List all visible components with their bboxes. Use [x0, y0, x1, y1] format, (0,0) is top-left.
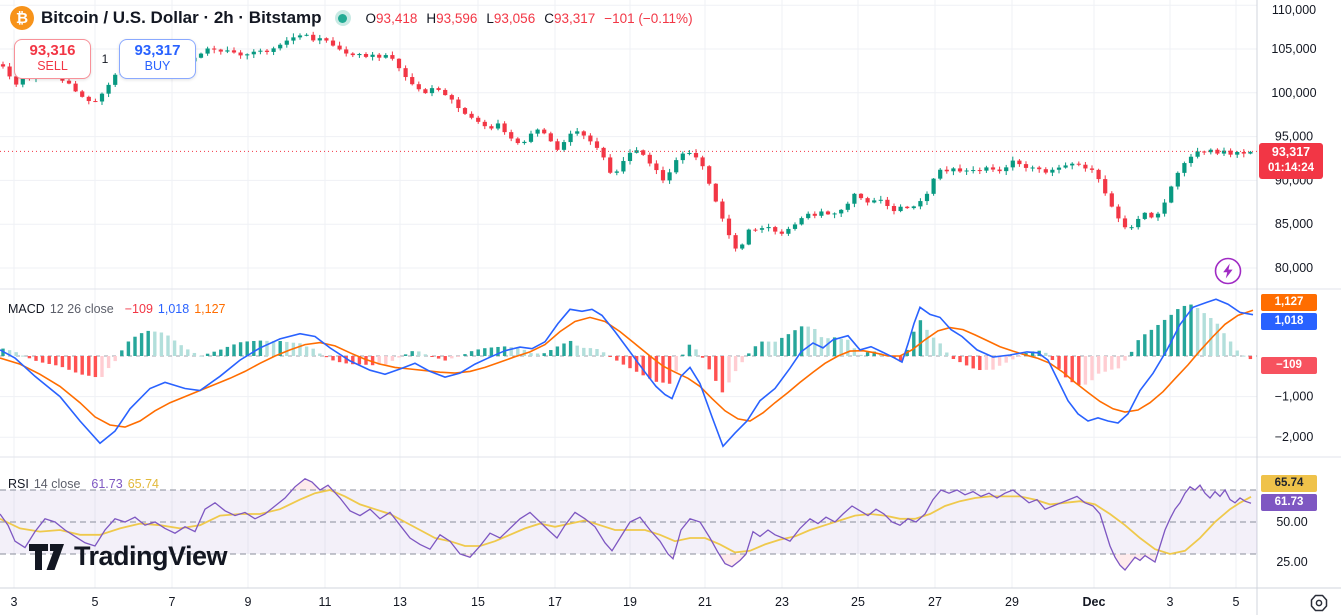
rsi-ma-badge: 65.74: [1261, 475, 1317, 492]
time-tick-label: 7: [169, 595, 176, 609]
trade-panel: 93,316 SELL 1 93,317 BUY: [14, 39, 196, 79]
time-tick-label: 27: [928, 595, 942, 609]
rsi-tick-label: 25.00: [1276, 555, 1307, 569]
macd-params: 12 26 close: [49, 302, 114, 316]
rsi-value: 61.73: [91, 477, 123, 491]
rsi-value-badge: 61.73: [1261, 494, 1317, 511]
change-value: −101 (−0.11%): [604, 10, 693, 26]
price-tick-label: 95,000: [1275, 130, 1313, 144]
time-tick-label: 17: [548, 595, 562, 609]
time-tick-label: 9: [245, 595, 252, 609]
macd-line: [0, 298, 1254, 448]
sell-button[interactable]: 93,316 SELL: [14, 39, 91, 79]
last-price-badge: 93,317 01:14:24: [1259, 143, 1323, 179]
close-value: 93,317: [553, 10, 596, 26]
time-tick-label: 3: [11, 595, 18, 609]
price-axis[interactable]: 110,000105,000100,00095,00090,00085,0008…: [1271, 3, 1316, 569]
time-tick-label: 5: [92, 595, 99, 609]
price-tick-label: 80,000: [1275, 261, 1313, 275]
time-tick-label: 5: [1233, 595, 1240, 609]
open-label: O: [365, 10, 377, 26]
price-tick-label: 100,000: [1271, 86, 1316, 100]
bitcoin-icon: ₿: [10, 6, 34, 30]
time-tick-label: Dec: [1083, 595, 1106, 609]
high-label: H: [426, 10, 437, 26]
macd-line-badge: 1,018: [1261, 313, 1317, 330]
time-tick-label: 29: [1005, 595, 1019, 609]
rsi-tick-label: 50.00: [1276, 515, 1307, 529]
buy-price: 93,317: [134, 42, 181, 59]
time-tick-label: 13: [393, 595, 407, 609]
tradingview-logo[interactable]: TradingView: [28, 541, 228, 572]
low-value: 93,056: [493, 10, 536, 26]
price-tick-label: 105,000: [1271, 42, 1316, 56]
bar-countdown: 01:14:24: [1267, 162, 1315, 174]
last-price-value: 93,317: [1271, 145, 1311, 159]
macd-hist-value: −109: [124, 302, 153, 316]
time-tick-label: 11: [319, 595, 332, 609]
macd-indicator: [0, 298, 1257, 448]
sell-label: SELL: [37, 59, 68, 73]
macd-legend[interactable]: MACD 12 26 close −109 1,018 1,127: [8, 302, 225, 316]
macd-tick-label: −2,000: [1275, 430, 1314, 444]
spread-value: 1: [101, 52, 109, 66]
ohlc-values: O93,418 H93,596 L93,056 C93,317 −101 (−0…: [366, 11, 693, 26]
macd-signal-value: 1,127: [194, 302, 226, 316]
buy-button[interactable]: 93,317 BUY: [119, 39, 196, 79]
time-tick-label: 15: [471, 595, 485, 609]
market-status-icon[interactable]: [334, 10, 351, 26]
time-tick-label: 19: [623, 595, 637, 609]
rsi-ma-value: 65.74: [127, 477, 159, 491]
time-tick-label: 25: [851, 595, 865, 609]
macd-title: MACD: [8, 302, 45, 316]
buy-label: BUY: [144, 59, 171, 73]
rsi-legend[interactable]: RSI 14 close 61.73 65.74: [8, 477, 159, 491]
low-label: L: [486, 10, 494, 26]
time-tick-label: 21: [698, 595, 712, 609]
rsi-indicator: [0, 478, 1257, 571]
price-tick-label: 85,000: [1275, 217, 1313, 231]
chart-legend: ₿ Bitcoin / U.S. Dollar · 2h · Bitstamp …: [10, 6, 693, 30]
sell-price: 93,316: [29, 42, 76, 59]
timezone-settings-icon[interactable]: [1306, 594, 1332, 612]
rsi-params: 14 close: [33, 477, 81, 491]
high-value: 93,596: [436, 10, 478, 26]
macd-line-value: 1,018: [157, 302, 190, 316]
macd-hist-badge: −109: [1261, 357, 1317, 374]
macd-signal-line: [0, 309, 1254, 428]
rsi-line: [0, 478, 1252, 571]
time-tick-label: 3: [1167, 595, 1174, 609]
tradingview-logo-icon: [29, 543, 64, 570]
open-value: 93,418: [376, 10, 418, 26]
time-tick-label: 23: [775, 595, 789, 609]
rsi-ma-line: [0, 489, 1252, 555]
rsi-title: RSI: [8, 477, 29, 491]
time-axis[interactable]: 3 5 7 9 11 13 15 17 19 21 23 25 27 29 Dec 3 5: [11, 595, 1240, 609]
macd-tick-label: −1,000: [1275, 390, 1314, 404]
macd-signal-badge: 1,127: [1261, 294, 1317, 311]
instant-trading-icon[interactable]: [1214, 257, 1242, 285]
symbol-title[interactable]: Bitcoin / U.S. Dollar · 2h · Bitstamp: [41, 8, 322, 27]
close-label: C: [544, 10, 554, 26]
price-tick-label: 110,000: [1272, 3, 1316, 17]
tradingview-logo-text: TradingView: [74, 541, 228, 571]
